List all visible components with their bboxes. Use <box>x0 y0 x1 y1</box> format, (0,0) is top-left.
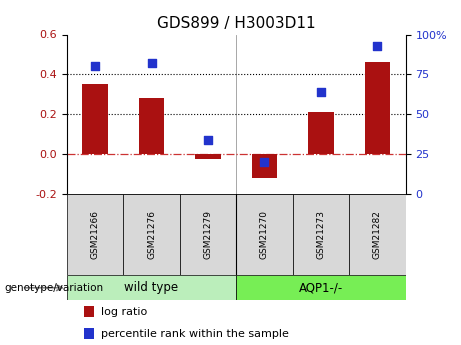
Bar <box>84 328 94 339</box>
Text: AQP1-/-: AQP1-/- <box>299 281 343 294</box>
Bar <box>67 275 236 300</box>
Bar <box>236 275 406 300</box>
Bar <box>365 62 390 154</box>
Bar <box>139 98 164 154</box>
Bar <box>123 194 180 275</box>
Bar <box>84 306 94 317</box>
Text: GSM21276: GSM21276 <box>147 210 156 259</box>
Title: GDS899 / H3003D11: GDS899 / H3003D11 <box>157 16 316 31</box>
Text: GSM21266: GSM21266 <box>90 210 100 259</box>
Bar <box>308 112 334 154</box>
Text: GSM21270: GSM21270 <box>260 210 269 259</box>
Point <box>261 159 268 165</box>
Point <box>374 43 381 48</box>
Bar <box>349 194 406 275</box>
Bar <box>293 194 349 275</box>
Text: percentile rank within the sample: percentile rank within the sample <box>100 328 289 338</box>
Point <box>91 64 99 69</box>
Bar <box>195 154 221 159</box>
Bar <box>236 194 293 275</box>
Bar <box>180 194 236 275</box>
Bar <box>252 154 277 178</box>
Point <box>317 89 325 95</box>
Point <box>148 60 155 66</box>
Bar <box>83 85 108 154</box>
Bar <box>67 194 123 275</box>
Text: GSM21282: GSM21282 <box>373 210 382 259</box>
Text: genotype/variation: genotype/variation <box>5 283 104 293</box>
Text: wild type: wild type <box>124 281 178 294</box>
Text: GSM21279: GSM21279 <box>203 210 213 259</box>
Text: GSM21273: GSM21273 <box>316 210 325 259</box>
Text: log ratio: log ratio <box>100 307 147 317</box>
Point <box>204 137 212 143</box>
